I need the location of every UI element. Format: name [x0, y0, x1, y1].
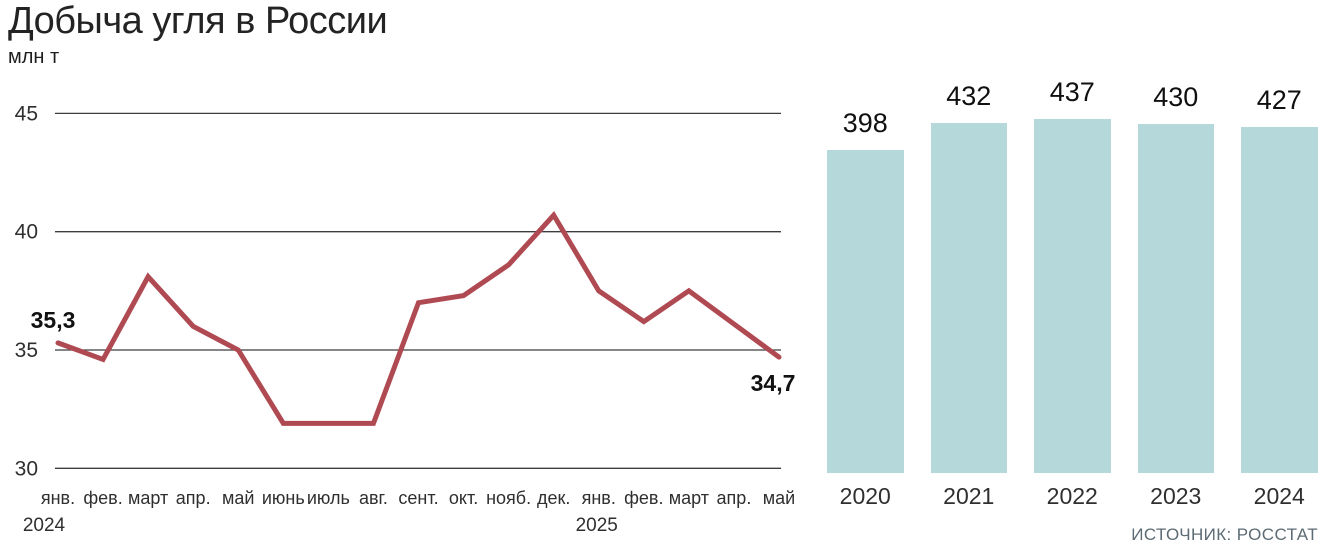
bar-year-label-2024: 2024: [1253, 483, 1305, 509]
month-label: янв.: [41, 488, 75, 508]
bar-2023: [1137, 124, 1214, 473]
month-label: март: [128, 488, 168, 508]
y-tick-label: 45: [15, 102, 38, 125]
month-label: янв.: [582, 488, 616, 508]
month-label: окт.: [449, 488, 478, 508]
y-axis-unit-label: млн т: [8, 46, 60, 68]
bar-year-label-2021: 2021: [943, 483, 995, 509]
bar-value-label-2023: 430: [1153, 82, 1199, 113]
bar-value-label-2022: 437: [1049, 76, 1095, 107]
bar-value-label-2021: 432: [946, 80, 992, 111]
bar-2022: [1034, 118, 1111, 473]
month-label: нояб.: [486, 488, 531, 508]
month-label: май: [763, 488, 795, 508]
month-label: июнь: [262, 488, 305, 508]
bar-2020: [827, 150, 904, 473]
source-label: ИСТОЧНИК: РОССТАТ: [1131, 525, 1318, 544]
year-label: 2024: [23, 515, 66, 536]
month-label: март: [669, 488, 709, 508]
bar-year-label-2020: 2020: [839, 483, 891, 509]
month-label: фев.: [83, 488, 122, 508]
month-label: апр.: [176, 488, 211, 508]
bar-year-label-2022: 2022: [1046, 483, 1098, 509]
point-value-label: 35,3: [31, 307, 76, 333]
production-line-series: [55, 210, 782, 426]
y-tick-label: 35: [15, 339, 38, 362]
month-label: авг.: [359, 488, 388, 508]
month-label: сент.: [398, 488, 438, 508]
page-title: Добыча угля в России: [8, 0, 388, 42]
month-label: фев.: [624, 488, 663, 508]
bar-value-label-2020: 398: [842, 108, 888, 139]
month-label: дек.: [537, 488, 570, 508]
month-label: июль: [307, 488, 350, 508]
y-tick-label: 30: [15, 457, 38, 480]
month-label: май: [222, 488, 254, 508]
bar-2024: [1241, 126, 1318, 473]
bar-2021: [930, 122, 1007, 473]
year-label: 2025: [576, 515, 618, 536]
month-label: апр.: [717, 488, 752, 508]
bar-year-label-2023: 2023: [1150, 483, 1202, 509]
bar-value-label-2024: 427: [1256, 84, 1302, 115]
point-value-label: 34,7: [751, 370, 796, 396]
y-tick-label: 40: [15, 221, 38, 244]
